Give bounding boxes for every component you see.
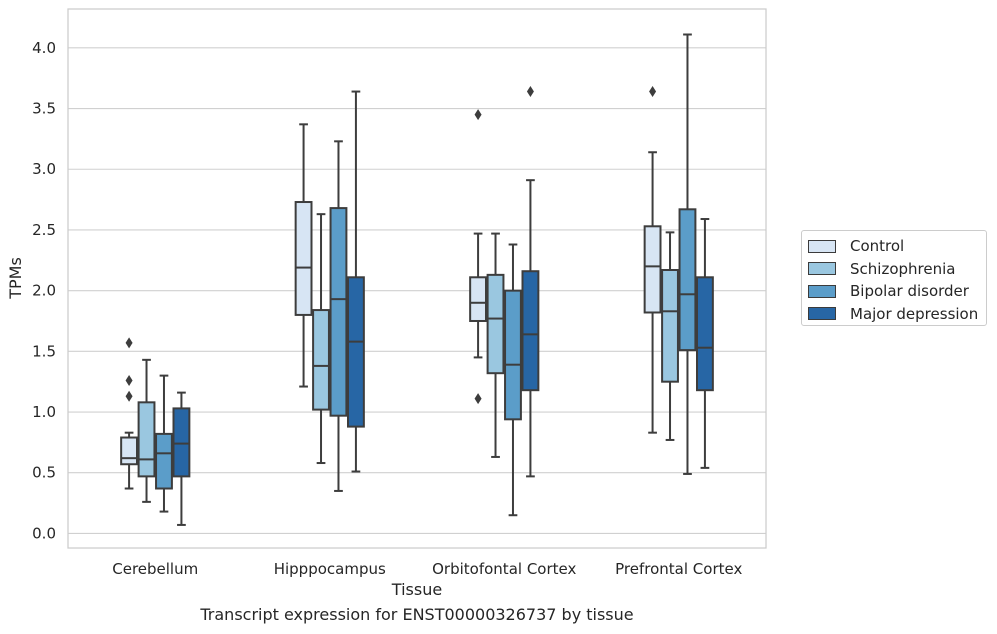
box-group — [294, 123, 313, 388]
y-tick-label: 1.5 — [32, 342, 56, 360]
x-tick-label: Prefrontal Cortex — [615, 560, 742, 578]
outlier-point — [125, 374, 133, 386]
y-tick-label: 2.5 — [32, 221, 56, 239]
outlier-point — [649, 86, 657, 98]
legend-label-major-depression: Major depression — [850, 304, 979, 323]
legend-swatch-bipolar-disorder — [808, 284, 836, 298]
y-tick-label: 1.0 — [32, 403, 56, 421]
outlier-point — [474, 393, 482, 405]
box-group — [329, 140, 348, 492]
plot-frame — [67, 8, 767, 549]
box-group — [504, 243, 522, 517]
box-group — [643, 86, 662, 434]
outlier-point — [474, 109, 482, 121]
box-group — [347, 90, 365, 473]
outlier-point — [125, 390, 133, 402]
legend-label-bipolar-disorder: Bipolar disorder — [850, 282, 969, 301]
box-group — [486, 232, 505, 458]
box-group — [696, 218, 714, 469]
box — [643, 225, 662, 314]
legend-swatch-major-depression — [808, 307, 836, 321]
y-axis-label: TPMs — [6, 257, 25, 300]
box-group — [469, 109, 487, 405]
x-axis-label: Tissue — [391, 580, 442, 599]
y-tick-label: 0.0 — [32, 524, 56, 542]
y-tick-label: 4.0 — [32, 39, 56, 57]
y-tick-label: 2.0 — [32, 282, 56, 300]
box — [696, 276, 714, 392]
box-group — [521, 86, 540, 478]
box — [469, 276, 487, 322]
box-group — [312, 213, 330, 465]
legend-swatch-schizophrenia — [808, 262, 836, 276]
box — [137, 401, 156, 478]
x-tick-label: Orbitofontal Cortex — [432, 560, 576, 578]
box — [329, 207, 348, 417]
legend-label-control: Control — [850, 237, 905, 256]
outlier-point — [125, 337, 133, 349]
box-group — [661, 231, 679, 441]
chart-caption: Transcript expression for ENST0000032673… — [200, 605, 634, 624]
box — [312, 309, 330, 411]
box-group — [120, 337, 139, 490]
box — [486, 273, 505, 375]
y-tick-label: 0.5 — [32, 464, 56, 482]
box — [172, 407, 191, 478]
x-tick-labels: Cerebellum Hipppocampus Orbitofontal Corte… — [112, 560, 742, 578]
legend-swatch-control — [808, 239, 836, 253]
legend-item-major-depression: Major depression — [808, 303, 980, 326]
legend-item-schizophrenia: Schizophrenia — [808, 258, 980, 281]
legend-item-bipolar-disorder: Bipolar disorder — [808, 280, 980, 303]
y-tick-label: 3.0 — [32, 160, 56, 178]
legend-label-schizophrenia: Schizophrenia — [850, 259, 956, 278]
box — [294, 201, 313, 316]
x-tick-label: Cerebellum — [112, 560, 198, 578]
box — [661, 269, 679, 383]
box — [120, 436, 139, 466]
outlier-point — [526, 86, 534, 98]
box — [347, 276, 365, 428]
plot-area — [120, 33, 714, 526]
x-tick-label: Hipppocampus — [274, 560, 386, 578]
box-group — [137, 358, 156, 503]
y-tick-label: 3.5 — [32, 100, 56, 118]
box-group — [172, 391, 191, 526]
legend: Control Schizophrenia Bipolar disorder M… — [801, 230, 987, 326]
box — [155, 432, 173, 490]
box — [521, 270, 540, 392]
box — [504, 289, 522, 421]
box-group — [678, 33, 697, 475]
legend-item-control: Control — [808, 235, 980, 258]
box-group — [155, 374, 173, 513]
y-tick-labels: 0.0 0.5 1.0 1.5 2.0 2.5 3.0 3.5 4.0 — [32, 39, 56, 543]
box — [678, 208, 697, 352]
